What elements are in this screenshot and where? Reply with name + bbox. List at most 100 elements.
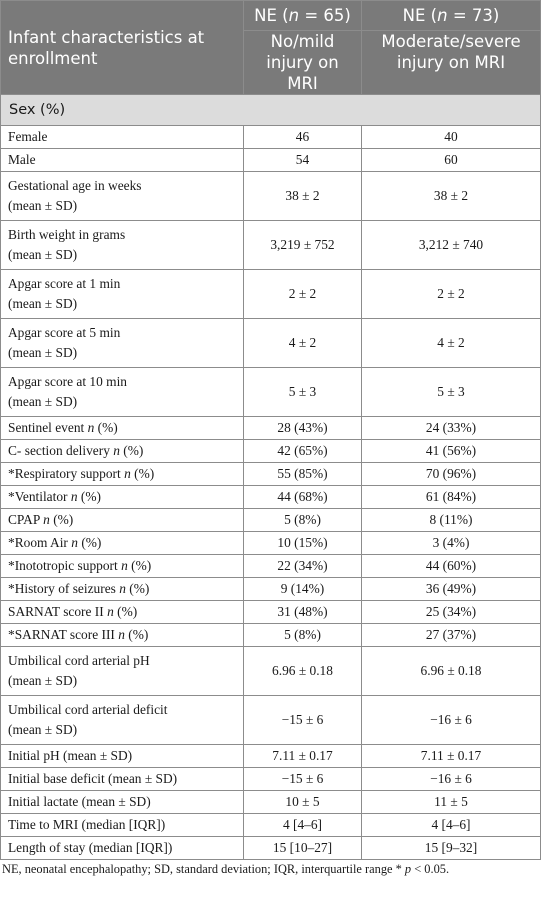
value-no-mild: 3,219 ± 752 — [243, 220, 362, 270]
table-row: Length of stay (median [IQR]) 15 [10–27] 1… — [0, 836, 541, 860]
value-no-mild: 6.96 ± 0.18 — [243, 646, 362, 696]
value-moderate-severe: 11 ± 5 — [361, 790, 541, 814]
value-no-mild: 4 ± 2 — [243, 318, 362, 368]
value-moderate-severe: 3,212 ± 740 — [361, 220, 541, 270]
row-label: Apgar score at 1 min (mean ± SD) — [0, 269, 244, 319]
table-row: Male 54 60 — [0, 148, 541, 172]
value-no-mild: 42 (65%) — [243, 439, 362, 463]
table-row: CPAP n (%) 5 (8%) 8 (11%) — [0, 508, 541, 532]
row-label: Time to MRI (median [IQR]) — [0, 813, 244, 837]
value-no-mild: 10 (15%) — [243, 531, 362, 555]
value-moderate-severe: 7.11 ± 0.17 — [361, 744, 541, 768]
header-characteristics: Infant characteristics at enrollment — [0, 0, 244, 95]
value-moderate-severe: 4 [4–6] — [361, 813, 541, 837]
table-row: Gestational age in weeks (mean ± SD) 38 ± … — [0, 171, 541, 221]
row-label: Apgar score at 5 min (mean ± SD) — [0, 318, 244, 368]
table-footnote: NE, neonatal encephalopathy; SD, standar… — [2, 862, 450, 876]
row-label: Umbilical cord arterial pH (mean ± SD) — [0, 646, 244, 696]
header-group-moderate-severe: NE (n = 73) — [361, 0, 541, 31]
row-label: Initial lactate (mean ± SD) — [0, 790, 244, 814]
table-row: Umbilical cord arterial deficit (mean ± S… — [0, 695, 541, 745]
value-moderate-severe: 36 (49%) — [361, 577, 541, 601]
table-row: Initial lactate (mean ± SD) 10 ± 5 11 ± 5 — [0, 790, 541, 814]
value-no-mild: 7.11 ± 0.17 — [243, 744, 362, 768]
value-moderate-severe: 70 (96%) — [361, 462, 541, 486]
row-label: Initial base deficit (mean ± SD) — [0, 767, 244, 791]
value-moderate-severe: 38 ± 2 — [361, 171, 541, 221]
value-no-mild: 9 (14%) — [243, 577, 362, 601]
table-row: *Inototropic support n (%) 22 (34%) 44 (60… — [0, 554, 541, 578]
row-label: Gestational age in weeks (mean ± SD) — [0, 171, 244, 221]
table-row: Sentinel event n (%) 28 (43%) 24 (33%) — [0, 416, 541, 440]
value-no-mild: 15 [10–27] — [243, 836, 362, 860]
row-label: *Inototropic support n (%) — [0, 554, 244, 578]
table-row: *Respiratory support n (%) 55 (85%) 70 (96… — [0, 462, 541, 486]
row-label: Female — [0, 125, 244, 149]
row-label: CPAP n (%) — [0, 508, 244, 532]
table-row: Initial pH (mean ± SD) 7.11 ± 0.17 7.11 ± … — [0, 744, 541, 768]
table-row: *History of seizures n (%) 9 (14%) 36 (49%… — [0, 577, 541, 601]
value-moderate-severe: 6.96 ± 0.18 — [361, 646, 541, 696]
row-label: Male — [0, 148, 244, 172]
table-row: *Ventilator n (%) 44 (68%) 61 (84%) — [0, 485, 541, 509]
value-no-mild: −15 ± 6 — [243, 695, 362, 745]
section-label: Sex (%) — [0, 94, 541, 126]
value-no-mild: 38 ± 2 — [243, 171, 362, 221]
value-no-mild: 2 ± 2 — [243, 269, 362, 319]
row-label: *Ventilator n (%) — [0, 485, 244, 509]
value-moderate-severe: 15 [9–32] — [361, 836, 541, 860]
table-row: C- section delivery n (%) 42 (65%) 41 (56%… — [0, 439, 541, 463]
table-row: Time to MRI (median [IQR]) 4 [4–6] 4 [4–6] — [0, 813, 541, 837]
row-label: *Room Air n (%) — [0, 531, 244, 555]
value-no-mild: 28 (43%) — [243, 416, 362, 440]
row-label: *Respiratory support n (%) — [0, 462, 244, 486]
value-moderate-severe: 27 (37%) — [361, 623, 541, 647]
value-moderate-severe: −16 ± 6 — [361, 695, 541, 745]
value-moderate-severe: 60 — [361, 148, 541, 172]
row-label: Initial pH (mean ± SD) — [0, 744, 244, 768]
header-subtitle-moderate-severe: Moderate/severe injury on MRI — [361, 30, 541, 95]
value-moderate-severe: −16 ± 6 — [361, 767, 541, 791]
row-label: Length of stay (median [IQR]) — [0, 836, 244, 860]
row-label: Apgar score at 10 min (mean ± SD) — [0, 367, 244, 417]
value-no-mild: 22 (34%) — [243, 554, 362, 578]
value-moderate-severe: 8 (11%) — [361, 508, 541, 532]
value-no-mild: 5 (8%) — [243, 508, 362, 532]
value-no-mild: 55 (85%) — [243, 462, 362, 486]
value-moderate-severe: 2 ± 2 — [361, 269, 541, 319]
value-no-mild: −15 ± 6 — [243, 767, 362, 791]
value-no-mild: 44 (68%) — [243, 485, 362, 509]
value-moderate-severe: 44 (60%) — [361, 554, 541, 578]
row-label: Birth weight in grams (mean ± SD) — [0, 220, 244, 270]
table-row: Umbilical cord arterial pH (mean ± SD) 6.9… — [0, 646, 541, 696]
table-row: SARNAT score II n (%) 31 (48%) 25 (34%) — [0, 600, 541, 624]
value-no-mild: 5 ± 3 — [243, 367, 362, 417]
characteristics-table: Infant characteristics at enrollment NE … — [0, 0, 541, 860]
value-no-mild: 10 ± 5 — [243, 790, 362, 814]
value-moderate-severe: 5 ± 3 — [361, 367, 541, 417]
value-no-mild: 46 — [243, 125, 362, 149]
table-row: *Room Air n (%) 10 (15%) 3 (4%) — [0, 531, 541, 555]
header-subtitle-no-mild: No/mild injury on MRI — [243, 30, 362, 95]
value-moderate-severe: 24 (33%) — [361, 416, 541, 440]
row-label: Umbilical cord arterial deficit (mean ± S… — [0, 695, 244, 745]
header-group-no-mild: NE (n = 65) — [243, 0, 362, 31]
value-moderate-severe: 40 — [361, 125, 541, 149]
value-no-mild: 5 (8%) — [243, 623, 362, 647]
row-label: Sentinel event n (%) — [0, 416, 244, 440]
row-label: SARNAT score II n (%) — [0, 600, 244, 624]
value-moderate-severe: 3 (4%) — [361, 531, 541, 555]
table-row: *SARNAT score III n (%) 5 (8%) 27 (37%) — [0, 623, 541, 647]
row-label: C- section delivery n (%) — [0, 439, 244, 463]
table-row: Birth weight in grams (mean ± SD) 3,219 ± … — [0, 220, 541, 270]
table-row: Initial base deficit (mean ± SD) −15 ± 6−… — [0, 767, 541, 791]
section-row-sex: Sex (%) — [0, 94, 541, 126]
row-label: *SARNAT score III n (%) — [0, 623, 244, 647]
value-moderate-severe: 25 (34%) — [361, 600, 541, 624]
value-no-mild: 31 (48%) — [243, 600, 362, 624]
value-no-mild: 54 — [243, 148, 362, 172]
value-moderate-severe: 61 (84%) — [361, 485, 541, 509]
